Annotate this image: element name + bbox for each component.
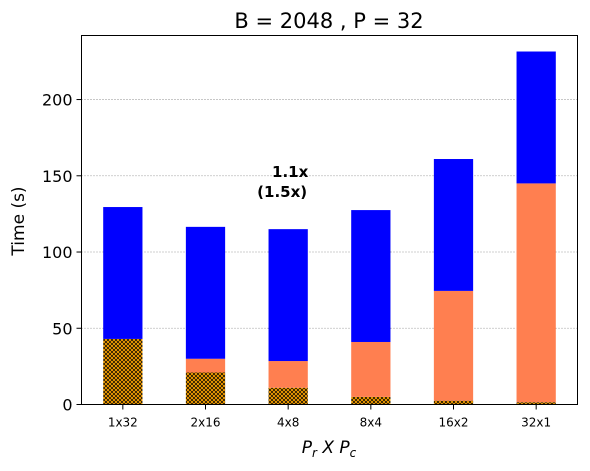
y-tick-label: 200 bbox=[42, 91, 73, 110]
x-tick-label: 16x2 bbox=[438, 416, 468, 430]
y-ticks: 0 50 100 150 200 bbox=[42, 91, 82, 415]
bar-segment-1x32-s1 bbox=[103, 338, 143, 405]
chart-title: B = 2048 , P = 32 bbox=[234, 9, 423, 33]
speedup-annotation: 1.1x (1.5x) bbox=[257, 163, 308, 201]
bar-segment-2x16-s2 bbox=[185, 358, 226, 373]
y-tick-label: 0 bbox=[62, 396, 72, 415]
x-ticks: 1x32 2x16 4x8 8x4 16x2 32x1 bbox=[108, 404, 551, 430]
y-tick-label: 50 bbox=[52, 319, 72, 338]
y-tick-label: 100 bbox=[42, 243, 73, 262]
x-tick-label: 1x32 bbox=[108, 416, 138, 430]
y-axis-label: Time (s) bbox=[9, 186, 29, 256]
annotation-line: 1.1x bbox=[272, 163, 309, 181]
bar-segment-8x4-s2 bbox=[351, 341, 391, 397]
bar-segment-8x4-s1 bbox=[351, 396, 391, 405]
bar-segment-2x16-s1 bbox=[185, 372, 226, 405]
bar-segment-32x1-s1 bbox=[516, 402, 556, 405]
bar-segment-4x8-s2 bbox=[268, 361, 308, 388]
plot-frame bbox=[81, 35, 578, 405]
bar-segment-8x4-s3 bbox=[351, 210, 391, 342]
bars bbox=[103, 51, 556, 405]
bar-segment-16x2-s2 bbox=[433, 290, 474, 401]
x-tick-label: 4x8 bbox=[277, 416, 299, 430]
x-tick-label: 2x16 bbox=[190, 416, 220, 430]
bar-segment-4x8-s3 bbox=[268, 229, 308, 362]
bar-segment-16x2-s3 bbox=[433, 159, 474, 291]
bar-segment-1x32-s3 bbox=[103, 207, 143, 339]
bar-segment-16x2-s1 bbox=[433, 400, 474, 405]
annotation-line: (1.5x) bbox=[257, 183, 307, 201]
x-tick-label: 8x4 bbox=[360, 416, 382, 430]
bar-segment-4x8-s1 bbox=[268, 387, 308, 405]
bar-segment-32x1-s3 bbox=[516, 51, 556, 184]
x-axis-label: Pr X Pc bbox=[302, 438, 357, 460]
x-tick-label: 32x1 bbox=[521, 416, 551, 430]
bar-segment-32x1-s2 bbox=[516, 183, 556, 403]
bar-segment-2x16-s3 bbox=[185, 226, 226, 359]
y-tick-label: 150 bbox=[42, 167, 73, 186]
gridlines bbox=[81, 99, 578, 329]
